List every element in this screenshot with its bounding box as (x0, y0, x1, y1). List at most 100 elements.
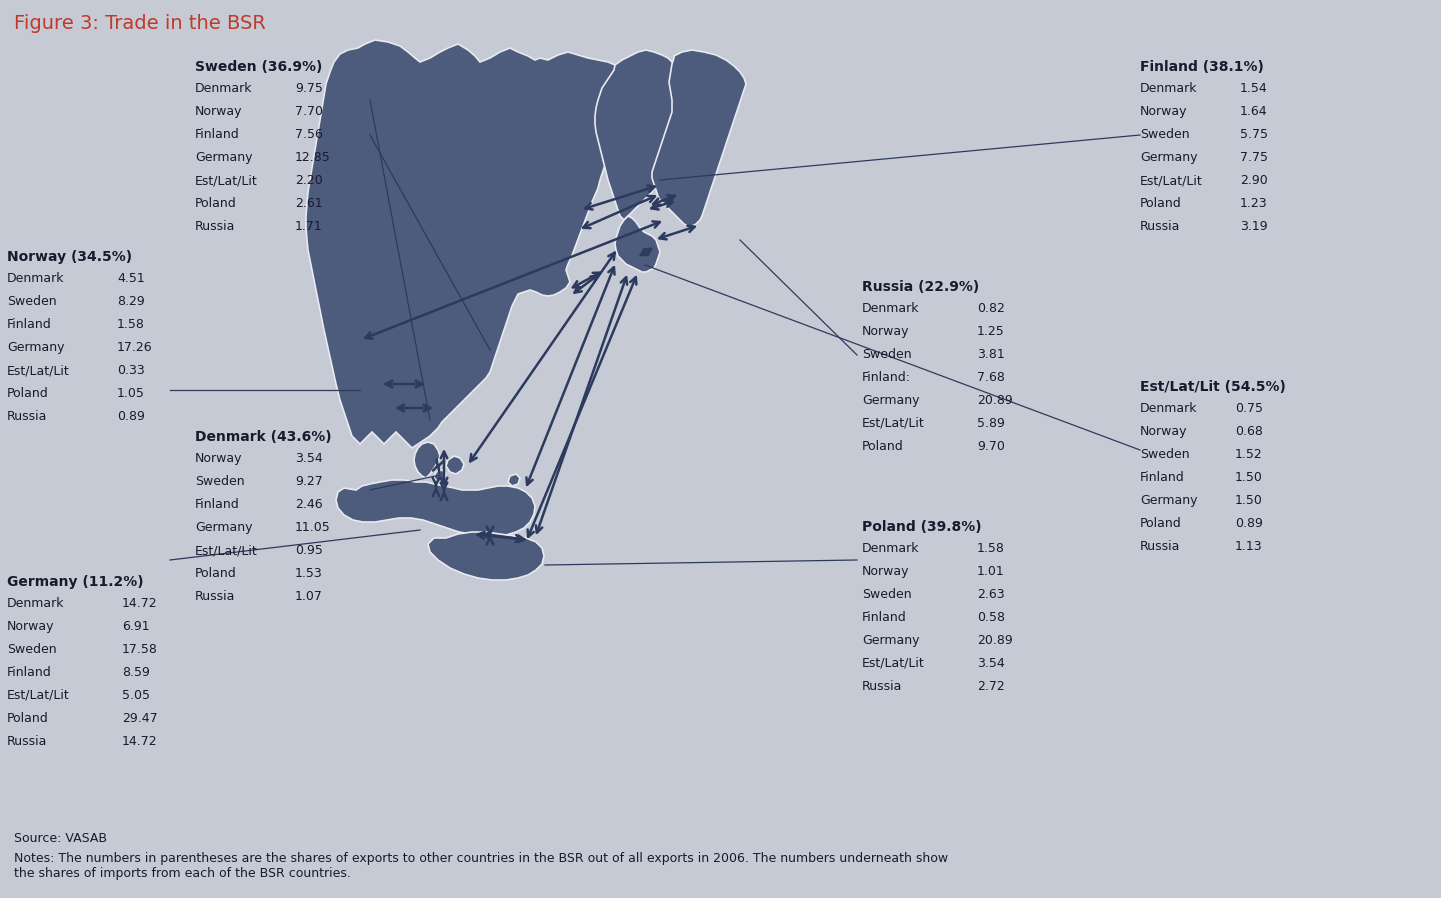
Text: Poland: Poland (1140, 517, 1182, 530)
Text: Sweden: Sweden (862, 588, 912, 601)
Text: Poland: Poland (7, 712, 49, 725)
Text: 3.81: 3.81 (977, 348, 1004, 361)
Text: Sweden: Sweden (1140, 448, 1190, 461)
Text: Est/Lat/Lit: Est/Lat/Lit (862, 657, 925, 670)
Text: 14.72: 14.72 (122, 597, 157, 610)
Text: Russia: Russia (195, 590, 235, 603)
Text: Norway: Norway (1140, 425, 1187, 438)
Polygon shape (447, 456, 464, 474)
Text: 7.75: 7.75 (1241, 151, 1268, 164)
Text: 1.07: 1.07 (295, 590, 323, 603)
Text: Russia: Russia (195, 220, 235, 233)
Text: 5.75: 5.75 (1241, 128, 1268, 141)
Text: 6.91: 6.91 (122, 620, 150, 633)
Text: Denmark: Denmark (7, 597, 65, 610)
Text: 17.26: 17.26 (117, 341, 153, 354)
Text: Norway: Norway (862, 565, 909, 578)
Text: Est/Lat/Lit: Est/Lat/Lit (1140, 174, 1203, 187)
Text: 29.47: 29.47 (122, 712, 157, 725)
Text: 0.33: 0.33 (117, 364, 144, 377)
Text: 3.19: 3.19 (1241, 220, 1268, 233)
Text: Denmark: Denmark (1140, 402, 1197, 415)
Text: 0.89: 0.89 (1235, 517, 1262, 530)
Text: 3.54: 3.54 (977, 657, 1004, 670)
Text: 2.46: 2.46 (295, 498, 323, 511)
Text: 2.63: 2.63 (977, 588, 1004, 601)
Text: Poland: Poland (195, 197, 236, 210)
Text: Finland: Finland (195, 498, 239, 511)
Text: 17.58: 17.58 (122, 643, 159, 656)
Text: Sweden (36.9%): Sweden (36.9%) (195, 60, 323, 74)
Text: Germany: Germany (195, 151, 252, 164)
Text: Germany: Germany (862, 634, 919, 647)
Polygon shape (509, 474, 520, 486)
Text: 1.71: 1.71 (295, 220, 323, 233)
Text: Sweden: Sweden (195, 475, 245, 488)
Text: Denmark: Denmark (195, 82, 252, 95)
Text: 0.75: 0.75 (1235, 402, 1262, 415)
Text: 2.20: 2.20 (295, 174, 323, 187)
Text: 14.72: 14.72 (122, 735, 157, 748)
Text: Norway: Norway (1140, 105, 1187, 118)
Text: 9.70: 9.70 (977, 440, 1004, 453)
Text: Russia: Russia (862, 680, 902, 693)
Text: Germany: Germany (1140, 151, 1197, 164)
Text: 11.05: 11.05 (295, 521, 331, 534)
Text: Russia: Russia (7, 735, 48, 748)
Text: Est/Lat/Lit (54.5%): Est/Lat/Lit (54.5%) (1140, 380, 1285, 394)
Text: 1.54: 1.54 (1241, 82, 1268, 95)
Text: Est/Lat/Lit: Est/Lat/Lit (7, 689, 69, 702)
Text: Germany (11.2%): Germany (11.2%) (7, 575, 144, 589)
Text: 7.68: 7.68 (977, 371, 1004, 384)
Text: 5.89: 5.89 (977, 417, 1004, 430)
Text: 9.27: 9.27 (295, 475, 323, 488)
Text: Norway (34.5%): Norway (34.5%) (7, 250, 133, 264)
Text: Sweden: Sweden (862, 348, 912, 361)
Text: Est/Lat/Lit: Est/Lat/Lit (862, 417, 925, 430)
Text: 7.56: 7.56 (295, 128, 323, 141)
Text: 1.53: 1.53 (295, 567, 323, 580)
Text: 20.89: 20.89 (977, 634, 1013, 647)
Text: 1.50: 1.50 (1235, 494, 1262, 507)
Text: Denmark: Denmark (7, 272, 65, 285)
Text: 1.25: 1.25 (977, 325, 1004, 338)
Text: Russia: Russia (1140, 540, 1180, 553)
Text: Finland: Finland (862, 611, 906, 624)
Text: Denmark: Denmark (862, 302, 919, 315)
Text: Poland: Poland (195, 567, 236, 580)
Text: 1.64: 1.64 (1241, 105, 1268, 118)
Text: Germany: Germany (195, 521, 252, 534)
Text: 9.75: 9.75 (295, 82, 323, 95)
Text: Notes: The numbers in parentheses are the shares of exports to other countries i: Notes: The numbers in parentheses are th… (14, 852, 948, 880)
Text: Sweden: Sweden (7, 643, 56, 656)
Text: Denmark: Denmark (1140, 82, 1197, 95)
Text: Finland: Finland (7, 666, 52, 679)
Polygon shape (595, 50, 684, 220)
Polygon shape (305, 40, 628, 448)
Text: 1.23: 1.23 (1241, 197, 1268, 210)
Text: Poland: Poland (7, 387, 49, 400)
Text: Germany: Germany (1140, 494, 1197, 507)
Text: Norway: Norway (862, 325, 909, 338)
Text: 8.59: 8.59 (122, 666, 150, 679)
Text: Finland:: Finland: (862, 371, 911, 384)
Text: 0.68: 0.68 (1235, 425, 1262, 438)
Polygon shape (434, 470, 447, 482)
Text: Norway: Norway (7, 620, 55, 633)
Text: Germany: Germany (862, 394, 919, 407)
Text: Figure 3: Trade in the BSR: Figure 3: Trade in the BSR (14, 14, 267, 33)
Text: Est/Lat/Lit: Est/Lat/Lit (7, 364, 69, 377)
Text: Russia: Russia (1140, 220, 1180, 233)
Text: Poland: Poland (1140, 197, 1182, 210)
Text: Russia: Russia (7, 410, 48, 423)
Text: 0.89: 0.89 (117, 410, 146, 423)
Text: 1.52: 1.52 (1235, 448, 1262, 461)
Text: Germany: Germany (7, 341, 65, 354)
Polygon shape (336, 480, 535, 536)
Text: Denmark: Denmark (862, 542, 919, 555)
Text: Sweden: Sweden (7, 295, 56, 308)
Text: Finland (38.1%): Finland (38.1%) (1140, 60, 1264, 74)
Text: 5.05: 5.05 (122, 689, 150, 702)
Text: Source: VASAB: Source: VASAB (14, 832, 107, 845)
Text: Finland: Finland (195, 128, 239, 141)
